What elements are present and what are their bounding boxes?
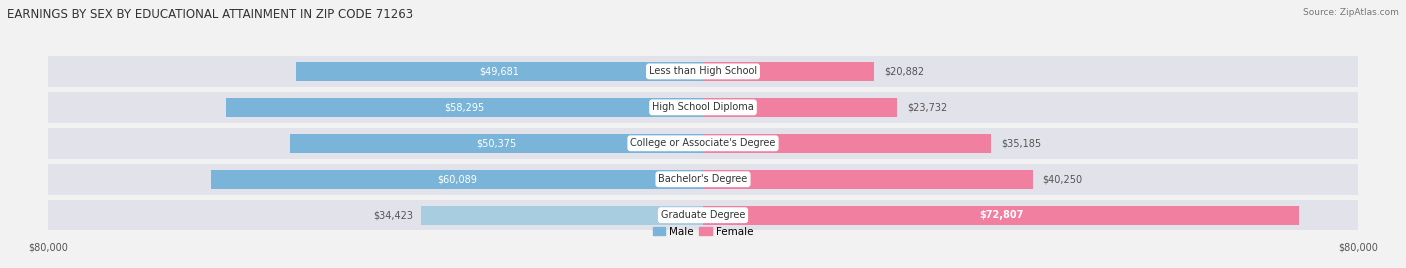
- Bar: [703, 134, 991, 153]
- Text: $23,732: $23,732: [907, 102, 948, 112]
- Text: $60,089: $60,089: [437, 174, 477, 184]
- Text: EARNINGS BY SEX BY EDUCATIONAL ATTAINMENT IN ZIP CODE 71263: EARNINGS BY SEX BY EDUCATIONAL ATTAINMEN…: [7, 8, 413, 21]
- Bar: [211, 170, 703, 189]
- Bar: [297, 62, 703, 81]
- Text: $40,250: $40,250: [1042, 174, 1083, 184]
- Bar: [48, 56, 1358, 87]
- Bar: [420, 206, 703, 225]
- Bar: [291, 134, 703, 153]
- Bar: [48, 200, 1358, 230]
- Bar: [225, 98, 703, 117]
- Legend: Male, Female: Male, Female: [648, 222, 758, 241]
- Bar: [703, 170, 1032, 189]
- Bar: [48, 128, 1358, 159]
- Text: $72,807: $72,807: [979, 210, 1024, 220]
- Bar: [703, 206, 1299, 225]
- Text: $20,882: $20,882: [884, 66, 924, 76]
- Text: $34,423: $34,423: [373, 210, 413, 220]
- Text: Source: ZipAtlas.com: Source: ZipAtlas.com: [1303, 8, 1399, 17]
- Text: Graduate Degree: Graduate Degree: [661, 210, 745, 220]
- Bar: [703, 62, 875, 81]
- Text: High School Diploma: High School Diploma: [652, 102, 754, 112]
- Text: $35,185: $35,185: [1001, 138, 1040, 148]
- Bar: [48, 92, 1358, 123]
- Text: $58,295: $58,295: [444, 102, 485, 112]
- Text: $49,681: $49,681: [479, 66, 519, 76]
- Bar: [703, 98, 897, 117]
- Text: $50,375: $50,375: [477, 138, 517, 148]
- Text: College or Associate's Degree: College or Associate's Degree: [630, 138, 776, 148]
- Text: Bachelor's Degree: Bachelor's Degree: [658, 174, 748, 184]
- Bar: [48, 164, 1358, 195]
- Text: Less than High School: Less than High School: [650, 66, 756, 76]
